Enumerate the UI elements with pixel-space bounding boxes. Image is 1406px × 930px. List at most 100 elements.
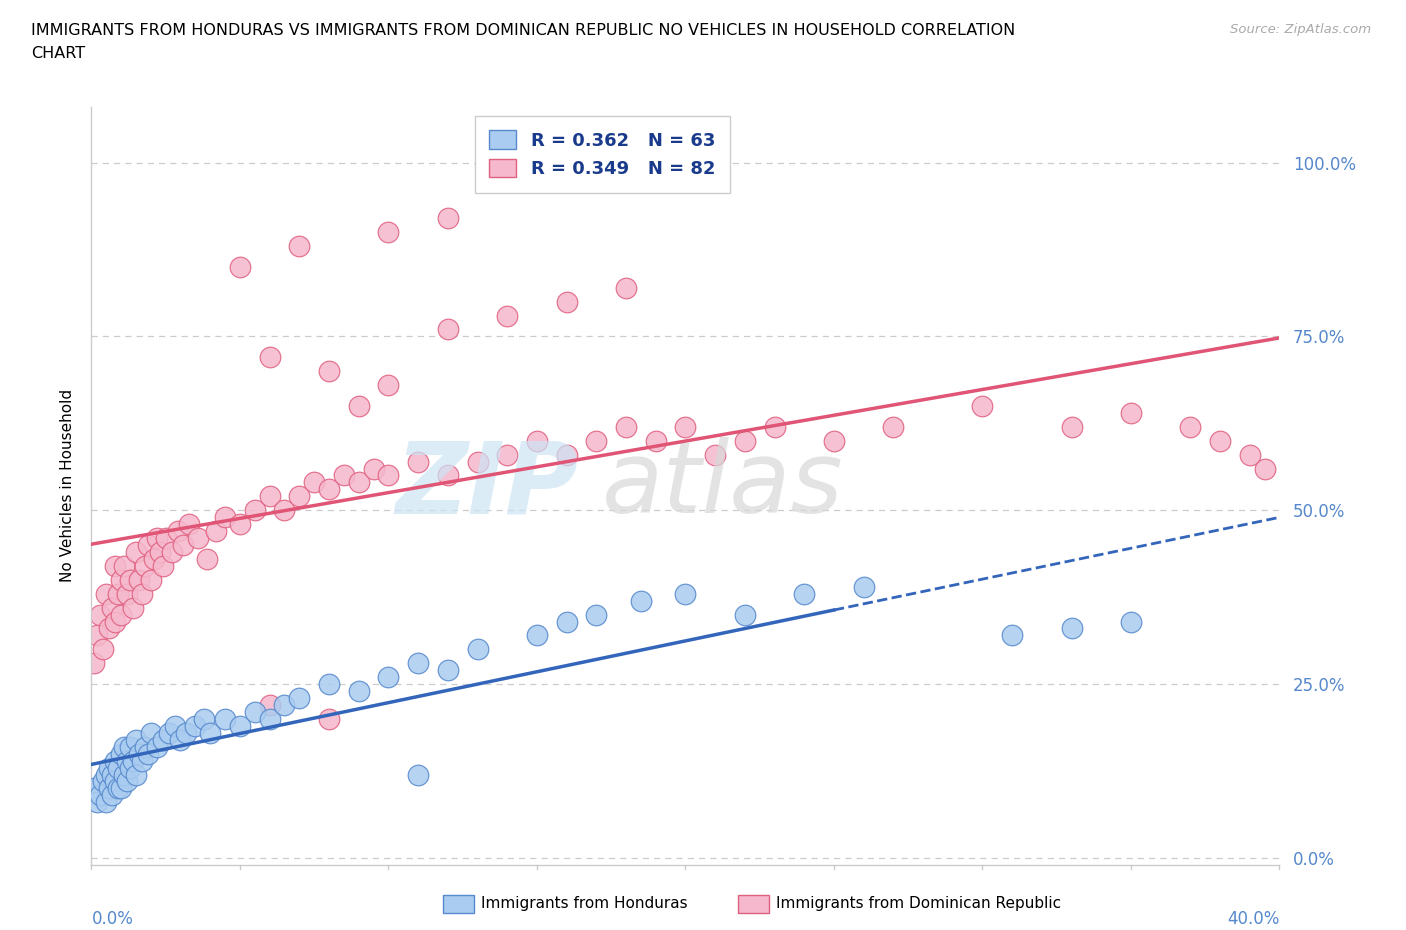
Point <box>104 753 127 768</box>
Point <box>134 558 156 573</box>
Point <box>163 718 186 733</box>
Point <box>89 607 111 622</box>
Point <box>155 531 177 546</box>
Point <box>333 468 356 483</box>
Point <box>104 614 127 629</box>
Point <box>118 739 141 754</box>
Point <box>122 753 145 768</box>
Point <box>288 239 311 254</box>
Text: Immigrants from Dominican Republic: Immigrants from Dominican Republic <box>776 897 1062 911</box>
Point <box>318 677 340 692</box>
Point <box>134 739 156 754</box>
Point <box>614 280 637 295</box>
Point <box>96 767 118 782</box>
Point <box>318 364 340 379</box>
Point <box>347 399 370 414</box>
Point <box>1060 419 1083 434</box>
Point <box>704 447 727 462</box>
Point <box>101 788 124 803</box>
Point <box>673 419 696 434</box>
Point <box>823 433 845 448</box>
Point <box>128 572 150 587</box>
Point <box>131 753 153 768</box>
Point <box>972 399 994 414</box>
Point <box>1119 405 1142 420</box>
Text: ZIP: ZIP <box>395 437 578 535</box>
Point <box>377 378 399 392</box>
Point <box>496 447 519 462</box>
Point <box>555 447 578 462</box>
Point <box>555 614 578 629</box>
Point <box>243 705 266 720</box>
Point <box>152 732 174 747</box>
Point <box>187 531 209 546</box>
Point <box>83 656 105 671</box>
Point <box>193 711 215 726</box>
Point <box>436 211 458 226</box>
Point <box>160 545 183 560</box>
Point <box>1253 461 1275 476</box>
Point <box>214 510 236 525</box>
Point <box>110 607 132 622</box>
Point <box>229 718 252 733</box>
Point <box>128 746 150 761</box>
Point <box>166 524 188 538</box>
Point <box>363 461 385 476</box>
Point <box>172 538 194 552</box>
Point <box>406 454 429 469</box>
Point <box>734 607 756 622</box>
Point <box>614 419 637 434</box>
Point <box>406 656 429 671</box>
Point <box>110 781 132 796</box>
Point <box>273 698 295 712</box>
Point <box>852 579 875 594</box>
Point <box>176 725 198 740</box>
Point <box>112 739 135 754</box>
Point <box>169 732 191 747</box>
Point <box>630 593 652 608</box>
Point <box>734 433 756 448</box>
Text: Immigrants from Honduras: Immigrants from Honduras <box>481 897 688 911</box>
Point <box>115 753 138 768</box>
Point <box>1060 621 1083 636</box>
Point <box>318 711 340 726</box>
Point <box>110 572 132 587</box>
Point <box>195 551 218 566</box>
Point <box>86 795 108 810</box>
Point <box>1180 419 1202 434</box>
Point <box>436 322 458 337</box>
Point <box>149 545 172 560</box>
Point <box>86 628 108 643</box>
Point <box>585 433 607 448</box>
Point <box>259 350 281 365</box>
Point <box>136 538 159 552</box>
Point <box>467 454 489 469</box>
Point <box>139 572 162 587</box>
Point <box>526 433 548 448</box>
Point <box>104 558 127 573</box>
Point <box>101 600 124 615</box>
Point <box>98 621 121 636</box>
Point <box>125 545 148 560</box>
Point <box>112 767 135 782</box>
Point <box>526 628 548 643</box>
Point <box>1119 614 1142 629</box>
Point <box>83 781 105 796</box>
Point <box>184 718 207 733</box>
Point <box>118 572 141 587</box>
Point <box>104 774 127 789</box>
Point <box>96 586 118 601</box>
Text: IMMIGRANTS FROM HONDURAS VS IMMIGRANTS FROM DOMINICAN REPUBLIC NO VEHICLES IN HO: IMMIGRANTS FROM HONDURAS VS IMMIGRANTS F… <box>31 23 1015 38</box>
Point <box>555 294 578 309</box>
Point <box>288 489 311 504</box>
Point <box>145 739 167 754</box>
Point <box>152 558 174 573</box>
Point <box>496 308 519 323</box>
Point <box>142 551 165 566</box>
Point <box>131 586 153 601</box>
Point <box>96 795 118 810</box>
Point <box>112 558 135 573</box>
Point <box>273 503 295 518</box>
Point <box>118 760 141 775</box>
Point <box>89 788 111 803</box>
